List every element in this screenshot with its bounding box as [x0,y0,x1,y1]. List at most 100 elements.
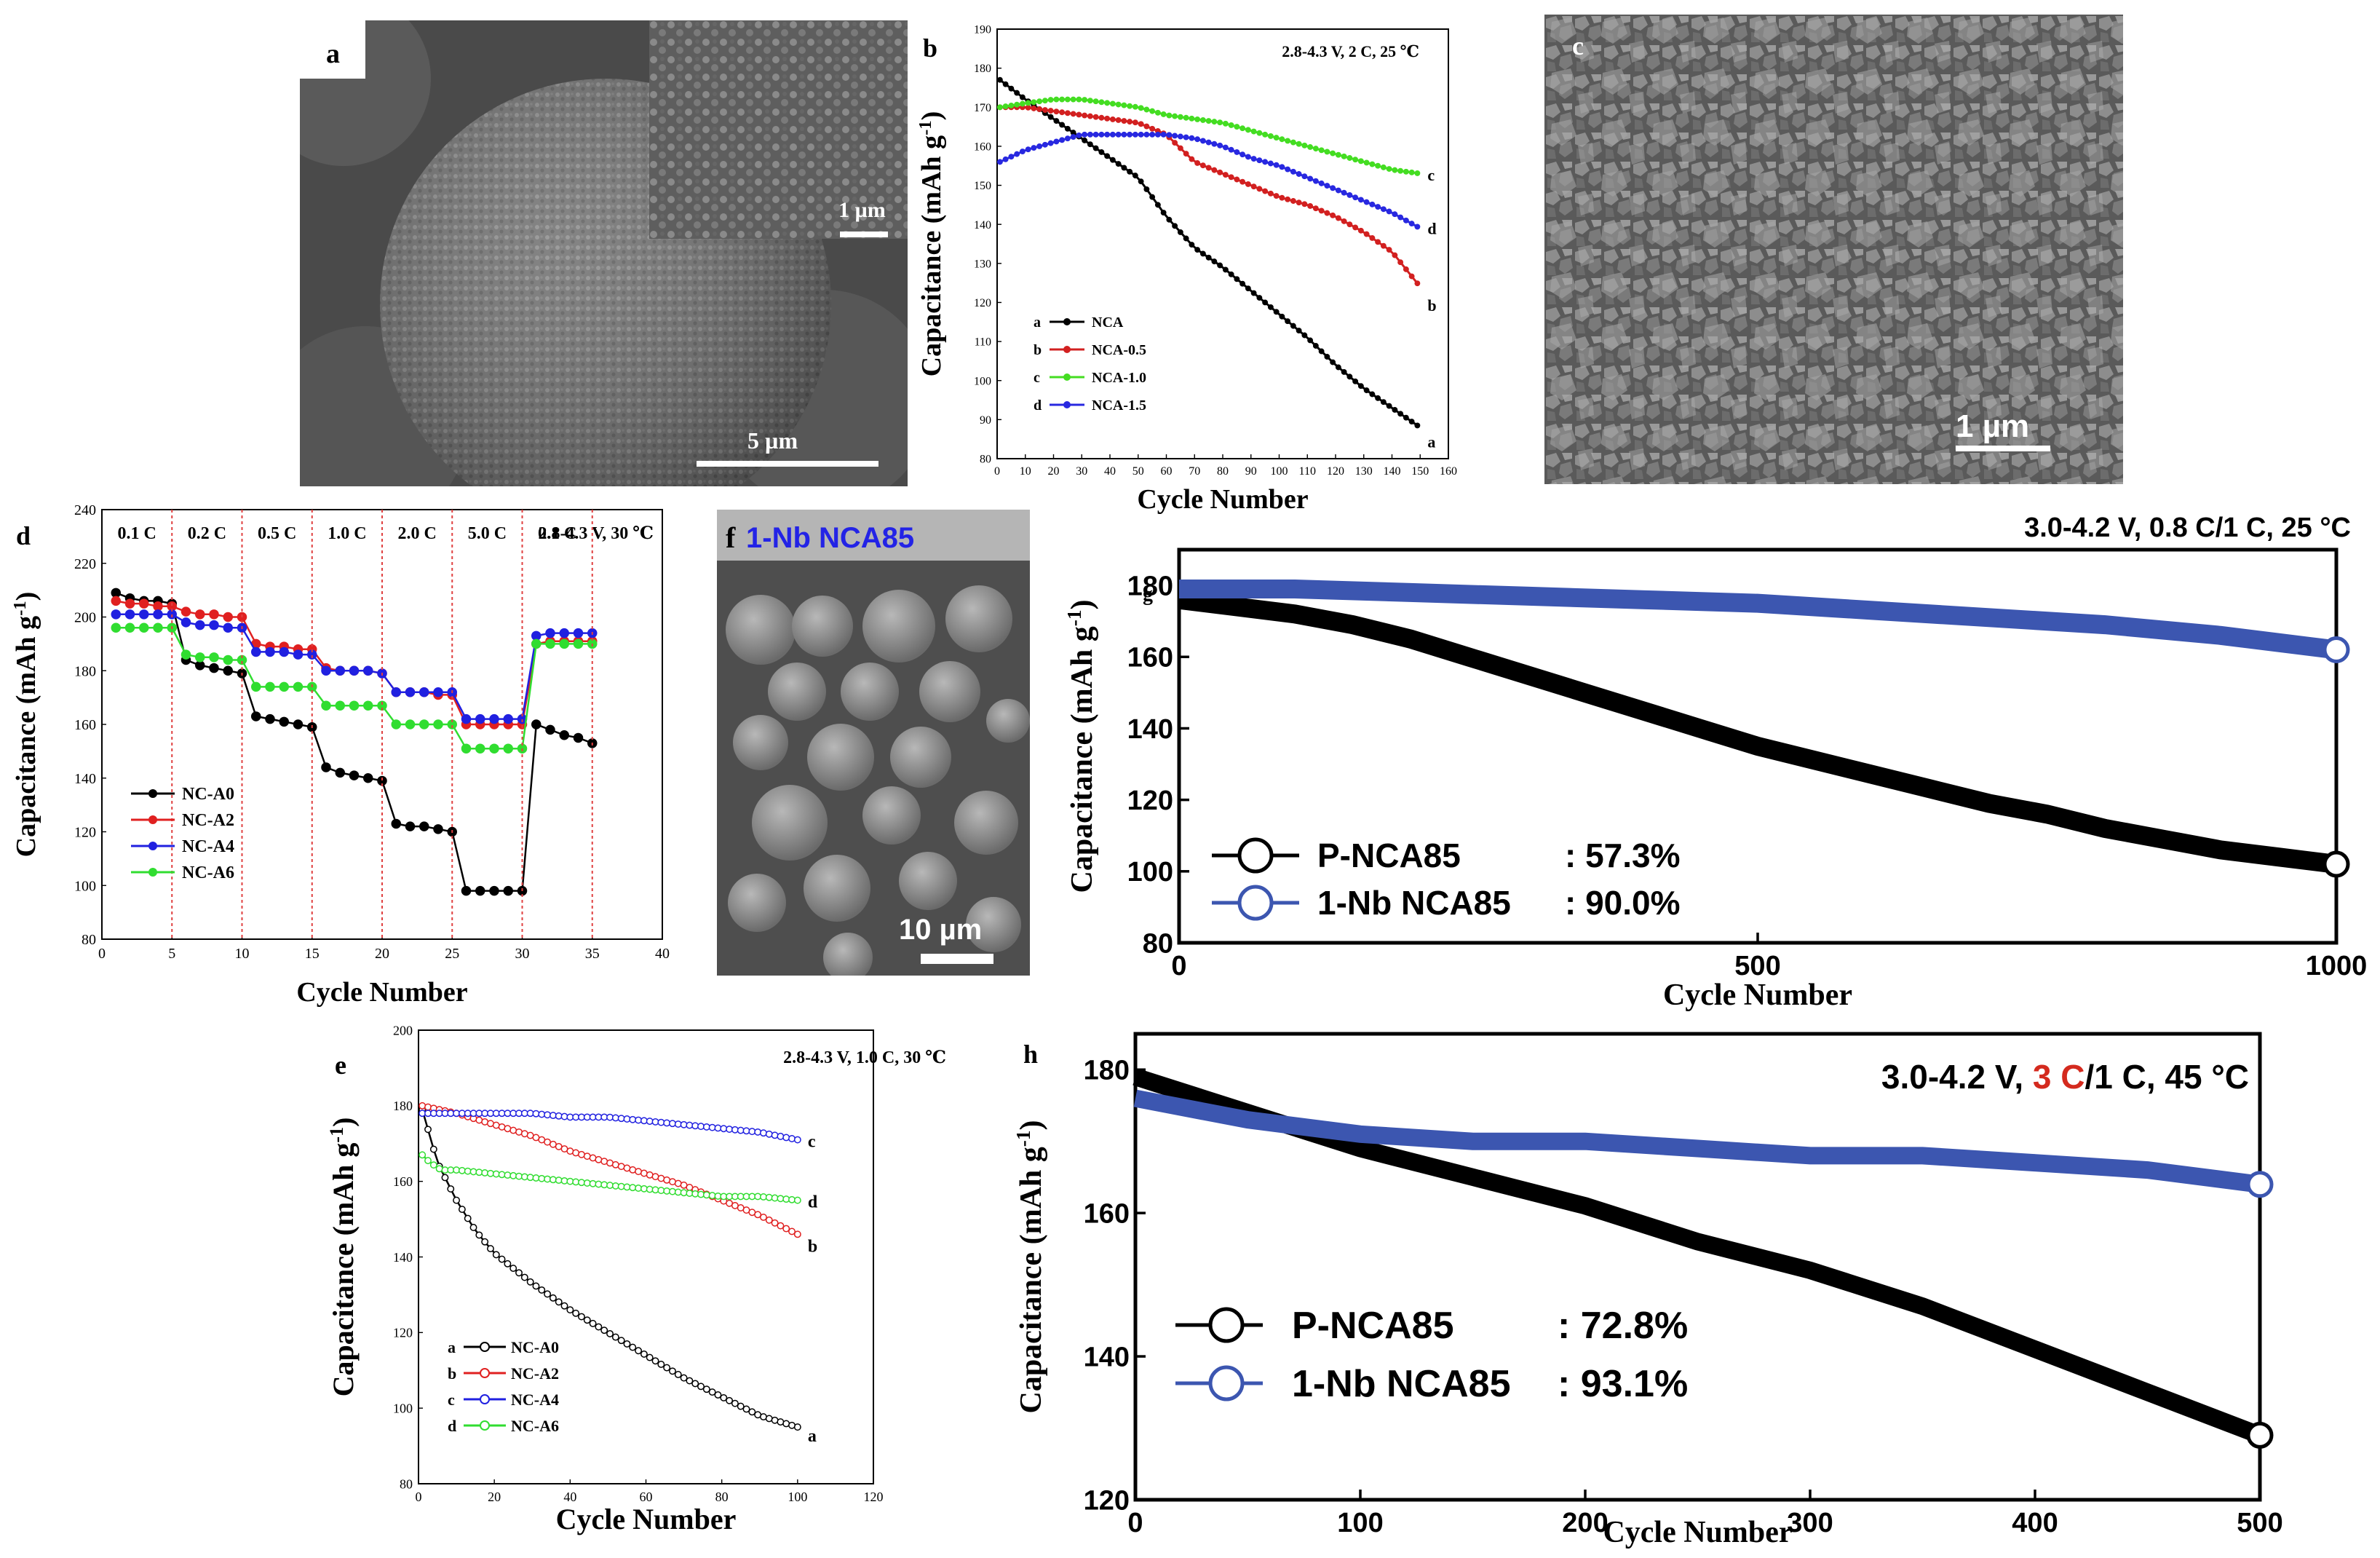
scale-bar-c [1956,446,2050,451]
legend-retention: : 90.0% [1565,884,1681,922]
y-tick-label: 140 [74,771,96,787]
data-point [1194,247,1201,253]
data-point [1262,188,1269,194]
data-point [545,724,555,735]
data-point [223,622,233,633]
data-point [1262,131,1269,138]
data-point [765,1216,773,1224]
x-tick-label: 100 [788,1490,807,1504]
data-point [629,1343,637,1351]
x-axis-label: Cycle Number [296,977,467,1008]
data-point [1318,147,1325,154]
data-point [1149,108,1156,114]
data-point [1019,149,1026,155]
data-point [1098,149,1105,155]
data-point [1070,96,1076,103]
y-tick-label: 120 [393,1326,413,1340]
x-tick-label: 20 [1048,465,1060,478]
data-point [405,821,416,831]
x-tick-label: 80 [1217,465,1229,478]
data-point [793,1230,801,1238]
data-point [1341,218,1347,224]
y-tick-label: 120 [74,825,96,841]
data-point [1386,247,1392,253]
data-point [1036,98,1043,105]
data-point [1245,154,1251,160]
x-tick-label: 35 [585,946,600,962]
data-point [573,732,584,743]
data-point [1273,135,1280,141]
legend-key: c [1034,370,1040,386]
data-point [531,638,542,649]
legend-label: P-NCA85 [1317,837,1461,874]
data-point [1403,414,1409,421]
data-point [1014,151,1020,157]
data-point [498,1255,506,1263]
data-point [726,1396,734,1404]
data-point [1245,127,1251,133]
legend-label: NC-A6 [511,1417,559,1435]
data-point [1205,254,1212,261]
legend-swatch-marker [480,1368,490,1378]
data-point [1403,266,1409,272]
data-point [1109,116,1116,122]
data-point [153,609,163,620]
data-point [475,713,485,724]
data-point [606,1329,614,1337]
data-point [503,885,513,896]
data-point [760,1129,767,1137]
data-point [1250,183,1257,190]
data-point [433,719,443,729]
data-point [731,1399,739,1407]
x-axis-label: Cycle Number [556,1503,737,1535]
x-tick-label: 60 [1161,465,1173,478]
data-point [1363,159,1370,166]
data-point [573,638,584,649]
sem-image-f: f 1-Nb NCA85 10 µm [717,510,1030,982]
data-point [1053,108,1060,115]
x-tick-label: 25 [445,946,459,962]
data-point [487,1245,494,1253]
data-point [1369,161,1376,167]
y-tick-label: 240 [74,502,96,518]
y-tick-label: 100 [74,878,96,894]
x-tick-label: 0 [1127,1508,1143,1538]
data-point [1307,144,1314,150]
data-point [566,1306,574,1314]
data-point [279,716,289,727]
data-point [1172,113,1178,119]
data-point [720,1393,728,1401]
data-point [560,1302,568,1310]
data-point [595,1323,603,1331]
series-end-marker [2323,636,2350,663]
data-point [503,743,513,754]
data-point [1357,227,1364,234]
data-point [1014,90,1020,96]
data-point [1115,131,1122,138]
y-tick-label: 190 [974,24,991,36]
data-point [1369,201,1376,207]
data-point [1070,134,1076,140]
y-tick-label: 80 [1143,928,1173,959]
x-tick-label: 40 [1104,465,1116,478]
data-point [489,885,499,896]
data-point [391,687,401,697]
series-end-marker [2246,1421,2274,1449]
x-tick-label: 160 [1440,465,1457,478]
data-point [754,1128,762,1136]
data-point [1397,167,1404,174]
data-point [181,606,191,617]
data-point [1375,239,1381,245]
y-tick-label: 140 [1084,1342,1130,1372]
data-point [1273,162,1280,168]
data-point [251,681,261,692]
data-point [1369,235,1376,241]
data-point [321,665,331,676]
data-point [777,1132,785,1140]
data-point [1211,167,1218,173]
data-point [181,617,191,628]
data-point [1132,103,1138,110]
data-point [335,700,345,711]
data-point [251,711,261,721]
series-end-marker [2323,850,2350,878]
